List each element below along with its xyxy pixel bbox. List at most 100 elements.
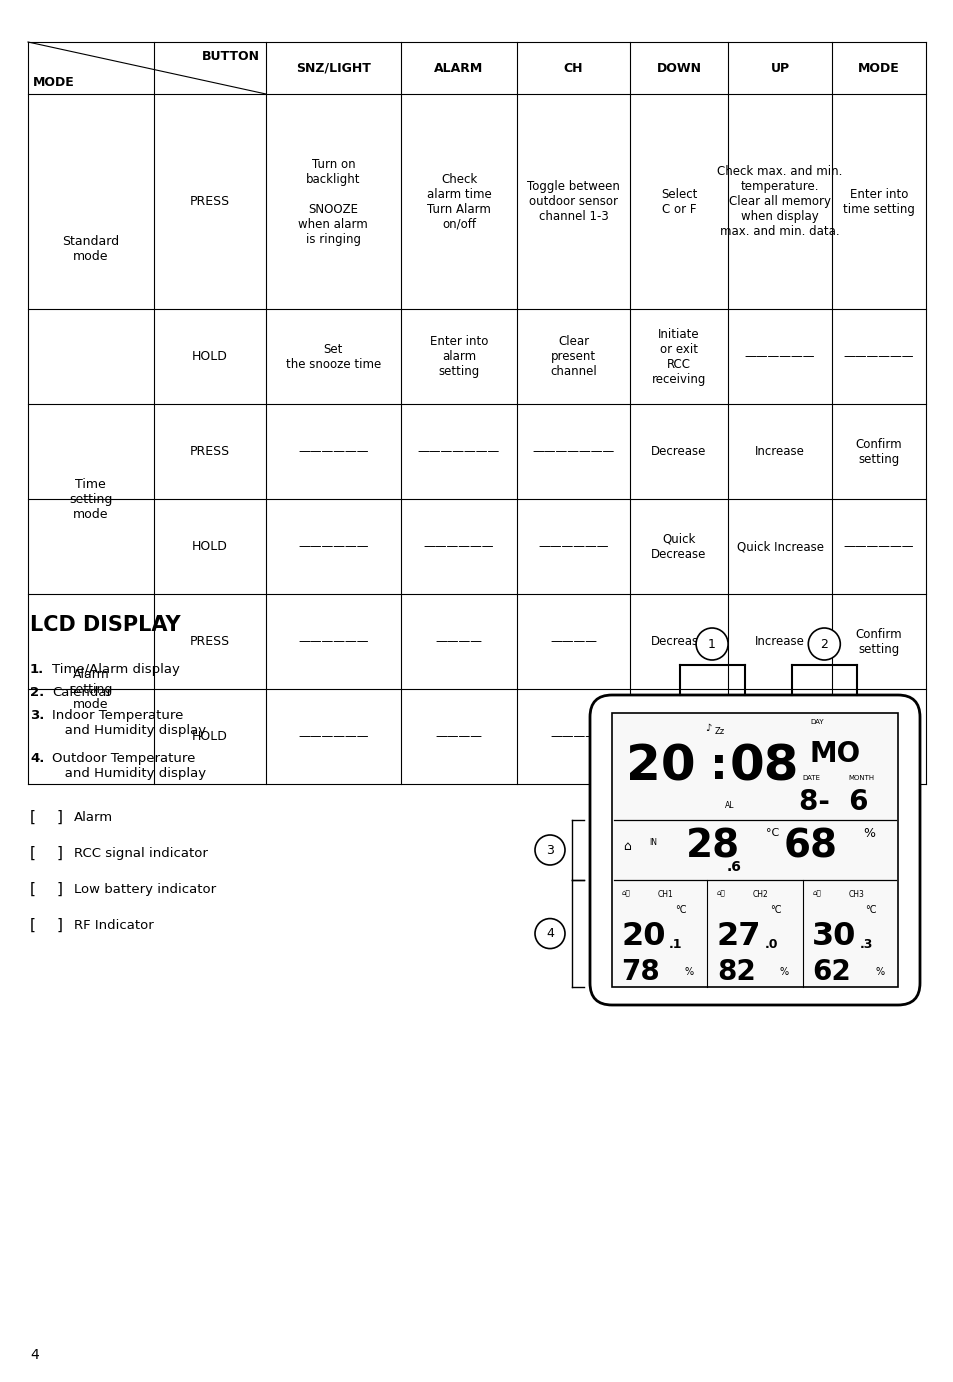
Text: Quick Increase: Quick Increase xyxy=(736,730,822,744)
Text: 27: 27 xyxy=(716,922,760,952)
Bar xyxy=(29,405,152,593)
Text: ——————: —————— xyxy=(842,730,913,744)
Text: %: % xyxy=(779,967,788,977)
Text: Clear
present
channel: Clear present channel xyxy=(550,334,597,379)
Text: Enter into
alarm
setting: Enter into alarm setting xyxy=(430,334,488,379)
Text: 82: 82 xyxy=(716,958,755,985)
Text: Check
alarm time
Turn Alarm
on/off: Check alarm time Turn Alarm on/off xyxy=(426,173,491,231)
Text: IN: IN xyxy=(648,839,657,847)
Text: Outdoor Temperature
   and Humidity display: Outdoor Temperature and Humidity display xyxy=(52,752,206,779)
Text: ————: ———— xyxy=(436,634,482,648)
Text: Turn on
backlight

SNOOZE
when alarm
is ringing: Turn on backlight SNOOZE when alarm is r… xyxy=(298,158,368,246)
Text: °C: °C xyxy=(864,905,876,915)
Text: [: [ xyxy=(30,810,36,825)
Circle shape xyxy=(696,627,727,661)
Text: 62: 62 xyxy=(811,958,850,985)
Text: 20: 20 xyxy=(625,742,695,791)
Text: ———————: ——————— xyxy=(532,445,614,457)
Text: ——————: —————— xyxy=(297,730,368,744)
Text: Enter into
time setting: Enter into time setting xyxy=(842,188,914,216)
Text: Alarm
setting
mode: Alarm setting mode xyxy=(70,668,112,710)
FancyBboxPatch shape xyxy=(589,695,919,1005)
Bar xyxy=(29,596,152,784)
Text: ———————: ——————— xyxy=(417,445,499,457)
Text: 08: 08 xyxy=(728,742,798,791)
Text: CH1: CH1 xyxy=(657,890,673,898)
Text: °C: °C xyxy=(765,828,779,837)
Text: PRESS: PRESS xyxy=(190,445,230,457)
Text: HOLD: HOLD xyxy=(192,540,228,553)
Text: Standard
mode: Standard mode xyxy=(62,235,119,263)
Text: Decrease: Decrease xyxy=(651,445,706,457)
Text: ]: ] xyxy=(57,918,63,933)
Text: [: [ xyxy=(30,846,36,861)
Text: Quick
Decrease: Quick Decrease xyxy=(651,723,706,750)
Text: DAY: DAY xyxy=(810,720,823,726)
Text: Calendar: Calendar xyxy=(52,685,112,699)
Circle shape xyxy=(807,627,840,661)
Text: CH2: CH2 xyxy=(752,890,768,898)
Text: 20: 20 xyxy=(621,922,665,952)
Text: Confirm
setting: Confirm setting xyxy=(855,627,902,655)
Text: %: % xyxy=(862,826,875,840)
Text: AL: AL xyxy=(724,802,734,810)
Text: Increase: Increase xyxy=(755,445,804,457)
Text: ——————: —————— xyxy=(297,540,368,553)
Text: 4: 4 xyxy=(30,1347,39,1363)
Text: BUTTON: BUTTON xyxy=(202,50,260,64)
Text: Quick Increase: Quick Increase xyxy=(736,540,822,553)
Text: PRESS: PRESS xyxy=(190,195,230,209)
Text: HOLD: HOLD xyxy=(192,730,228,744)
Text: Time
setting
mode: Time setting mode xyxy=(70,478,112,521)
Text: 3.: 3. xyxy=(30,709,45,721)
Circle shape xyxy=(535,835,564,865)
Text: 2.: 2. xyxy=(30,685,44,699)
Circle shape xyxy=(535,919,564,948)
Text: CH3: CH3 xyxy=(847,890,863,898)
Text: PRESS: PRESS xyxy=(190,634,230,648)
Text: 30: 30 xyxy=(811,922,856,952)
Text: ——————: —————— xyxy=(297,445,368,457)
Text: ⌂⦿: ⌂⦿ xyxy=(811,890,821,897)
Text: °C: °C xyxy=(674,905,686,915)
Text: Time/Alarm display: Time/Alarm display xyxy=(52,663,180,676)
Text: 28: 28 xyxy=(685,828,740,867)
Text: ]: ] xyxy=(57,882,63,897)
Text: ——————: —————— xyxy=(744,350,815,363)
Text: 1.: 1. xyxy=(30,663,44,676)
Text: ——————: —————— xyxy=(423,540,494,553)
Text: ]: ] xyxy=(57,810,63,825)
Text: ]: ] xyxy=(57,846,63,861)
Text: ——————: —————— xyxy=(842,540,913,553)
Text: Decrease: Decrease xyxy=(651,634,706,648)
Text: 4: 4 xyxy=(545,927,554,940)
Text: DATE: DATE xyxy=(801,775,820,781)
Text: MODE: MODE xyxy=(33,76,74,88)
Text: ♪: ♪ xyxy=(704,723,710,732)
Text: °C: °C xyxy=(769,905,781,915)
Text: .6: .6 xyxy=(725,860,740,873)
Text: HOLD: HOLD xyxy=(192,350,228,363)
Text: 1: 1 xyxy=(707,637,716,651)
Bar xyxy=(612,713,897,987)
Text: Select
C or F: Select C or F xyxy=(660,188,697,216)
Text: Confirm
setting: Confirm setting xyxy=(855,438,902,466)
Text: Increase: Increase xyxy=(755,634,804,648)
Text: 3: 3 xyxy=(545,843,554,857)
Text: UP: UP xyxy=(770,62,789,75)
Text: SNZ/LIGHT: SNZ/LIGHT xyxy=(295,62,371,75)
Text: 4.: 4. xyxy=(30,752,45,766)
Text: ————: ———— xyxy=(436,730,482,744)
Text: Alarm: Alarm xyxy=(74,810,113,824)
Text: 78: 78 xyxy=(621,958,659,985)
Text: Zz: Zz xyxy=(714,727,723,735)
Text: MO: MO xyxy=(808,739,860,767)
Text: CH: CH xyxy=(563,62,582,75)
Text: Indoor Temperature
   and Humidity display: Indoor Temperature and Humidity display xyxy=(52,709,206,737)
Text: Low battery indicator: Low battery indicator xyxy=(74,883,216,896)
Text: MODE: MODE xyxy=(857,62,899,75)
Text: ——————: —————— xyxy=(297,634,368,648)
Text: ⌂⦿: ⌂⦿ xyxy=(621,890,630,897)
Text: :: : xyxy=(710,745,727,788)
Text: 2: 2 xyxy=(820,637,827,651)
